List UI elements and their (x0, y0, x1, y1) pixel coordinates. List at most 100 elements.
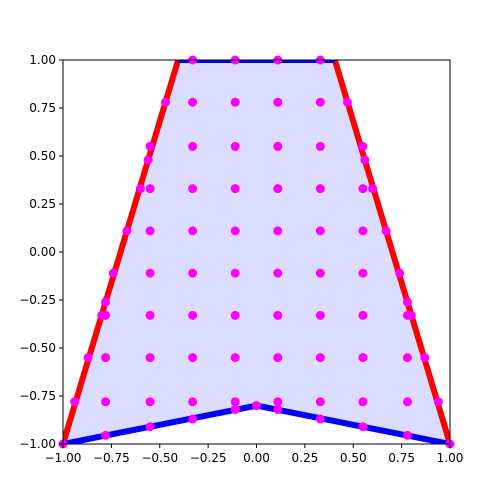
y-tick-label: 0.50 (29, 149, 56, 163)
scatter-point (145, 226, 155, 236)
y-tick-label: 1.00 (29, 53, 56, 67)
scatter-point (402, 297, 412, 307)
x-tick-label: −0.50 (141, 451, 178, 465)
scatter-point (273, 226, 283, 236)
scatter-point (342, 97, 352, 107)
scatter-point (230, 97, 240, 107)
y-tick-label: −0.75 (19, 389, 56, 403)
x-tick-label: 0.50 (340, 451, 367, 465)
scatter-point (108, 268, 118, 278)
scatter-point (273, 397, 283, 407)
scatter-point (230, 268, 240, 278)
x-tick-label: 0.25 (292, 451, 319, 465)
scatter-point (188, 310, 198, 320)
scatter-point (273, 184, 283, 194)
x-tick-label: 0.00 (243, 451, 270, 465)
scatter-point (230, 141, 240, 151)
scatter-points (58, 55, 455, 449)
x-tick-label: −1.00 (45, 451, 82, 465)
x-tick-label: −0.75 (93, 451, 130, 465)
scatter-point (402, 397, 412, 407)
scatter-point (420, 353, 430, 363)
scatter-point (188, 226, 198, 236)
scatter-point (358, 268, 368, 278)
feasible-region (63, 60, 450, 444)
scatter-point (230, 397, 240, 407)
scatter-point (122, 226, 132, 236)
boundary-line-1 (331, 60, 450, 444)
scatter-point (145, 397, 155, 407)
scatter-point (315, 141, 325, 151)
scatter-point (368, 184, 378, 194)
scatter-point (402, 353, 412, 363)
scatter-point (315, 353, 325, 363)
scatter-point (406, 310, 416, 320)
scatter-point (358, 310, 368, 320)
scatter-point (143, 155, 153, 165)
scatter-point (145, 141, 155, 151)
scatter-point (273, 97, 283, 107)
boundary-line-0 (63, 60, 182, 444)
scatter-point (230, 226, 240, 236)
scatter-point (273, 268, 283, 278)
scatter-point (360, 155, 370, 165)
y-tick-label: −0.50 (19, 341, 56, 355)
scatter-point (230, 184, 240, 194)
scatter-point (188, 353, 198, 363)
scatter-point (230, 353, 240, 363)
scatter-point (135, 184, 145, 194)
scatter-point (402, 430, 412, 440)
scatter-point (101, 310, 111, 320)
y-tick-label: 0.75 (29, 101, 56, 115)
scatter-point (188, 397, 198, 407)
plot-area (58, 55, 455, 449)
scatter-point (315, 226, 325, 236)
x-tick-label: 0.75 (388, 451, 415, 465)
scatter-point (145, 422, 155, 432)
scatter-point (358, 226, 368, 236)
x-axis: −1.00 −0.75 −0.50 −0.25 0.00 0.25 0.50 0.75 1.00 (45, 444, 464, 465)
scatter-point (315, 310, 325, 320)
scatter-point (315, 397, 325, 407)
scatter-point (273, 404, 283, 414)
y-tick-label: 0.00 (29, 245, 56, 259)
scatter-point (358, 397, 368, 407)
y-tick-label: −1.00 (19, 437, 56, 451)
scatter-point (161, 97, 171, 107)
scatter-point (230, 404, 240, 414)
y-tick-label: −0.25 (19, 293, 56, 307)
scatter-point (188, 414, 198, 424)
scatter-point (145, 268, 155, 278)
x-tick-label: 1.00 (437, 451, 464, 465)
scatter-point (101, 397, 111, 407)
scatter-point (273, 353, 283, 363)
scatter-point (315, 414, 325, 424)
scatter-point (188, 141, 198, 151)
y-tick-label: 0.25 (29, 197, 56, 211)
scatter-point (315, 268, 325, 278)
scatter-point (188, 97, 198, 107)
scatter-point (358, 184, 368, 194)
scatter-point (101, 430, 111, 440)
scatter-point (381, 226, 391, 236)
scatter-point (315, 184, 325, 194)
scatter-point (83, 353, 93, 363)
scatter-point (70, 397, 80, 407)
scatter-point (230, 310, 240, 320)
scatter-point (101, 297, 111, 307)
scatter-point (358, 353, 368, 363)
scatter-point (145, 184, 155, 194)
scatter-point (315, 97, 325, 107)
scatter-point (188, 268, 198, 278)
scatter-point (145, 310, 155, 320)
scatter-point (273, 310, 283, 320)
scatter-point (252, 401, 261, 411)
scatter-point (145, 353, 155, 363)
scatter-point (101, 353, 111, 363)
y-axis: −1.00 −0.75 −0.50 −0.25 0.00 0.25 0.50 0.75 1.00 (19, 53, 63, 451)
scatter-point (358, 141, 368, 151)
scatter-point (433, 397, 443, 407)
scatter-point (358, 422, 368, 432)
x-tick-label: −0.25 (190, 451, 227, 465)
